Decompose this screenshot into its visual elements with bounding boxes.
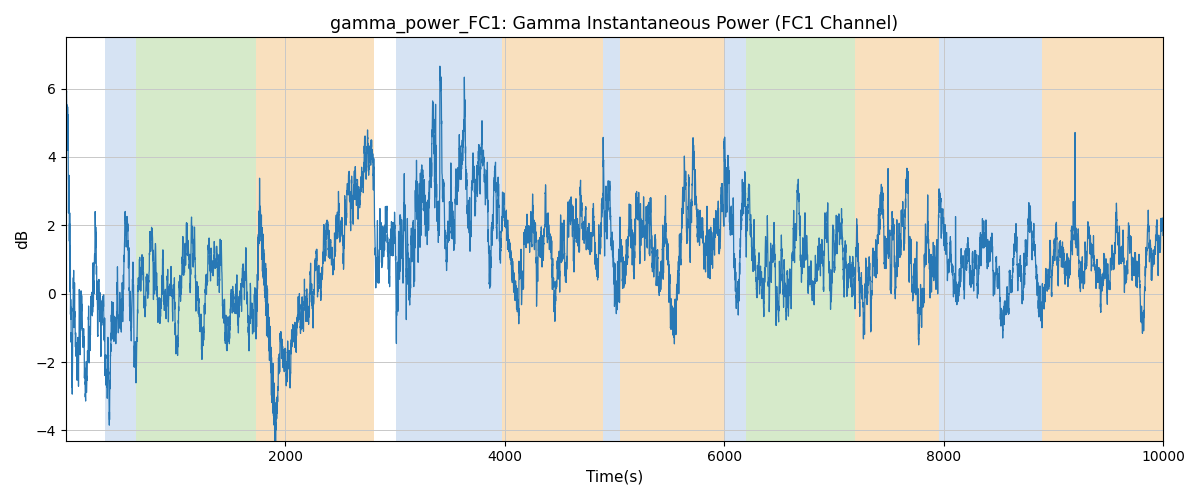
Bar [856, 38, 940, 440]
Bar [940, 38, 1042, 440]
Bar [746, 38, 856, 440]
X-axis label: Time(s): Time(s) [586, 470, 643, 485]
Bar [1042, 38, 1163, 440]
Bar [104, 38, 137, 440]
Bar [724, 38, 746, 440]
Y-axis label: dB: dB [16, 229, 30, 249]
Bar [256, 38, 373, 440]
Bar [503, 38, 604, 440]
Bar [604, 38, 620, 440]
Bar [620, 38, 724, 440]
Title: gamma_power_FC1: Gamma Instantaneous Power (FC1 Channel): gamma_power_FC1: Gamma Instantaneous Pow… [330, 15, 899, 34]
Bar [137, 38, 256, 440]
Bar [396, 38, 503, 440]
